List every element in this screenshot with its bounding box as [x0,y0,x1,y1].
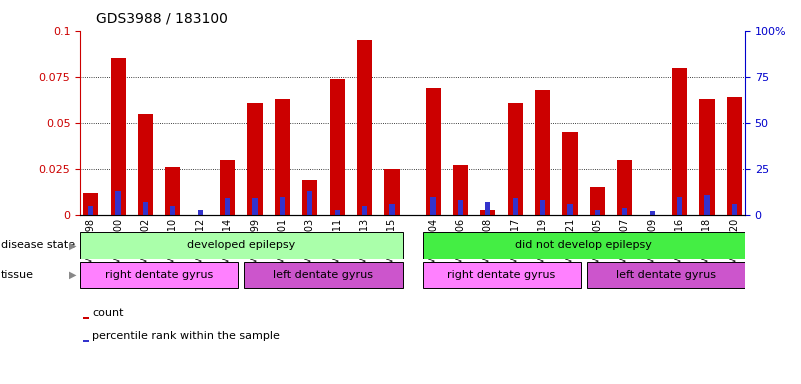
Bar [384,169,400,215]
Bar [115,191,121,215]
Bar [170,206,175,215]
Bar [83,317,89,319]
Bar [80,262,238,288]
Bar [595,210,600,215]
Bar [80,232,403,259]
Text: disease state: disease state [1,240,75,250]
Bar [587,262,745,288]
Text: count: count [92,308,124,318]
Text: did not develop epilepsy: did not develop epilepsy [515,240,652,250]
Bar [562,132,578,215]
Bar [307,191,312,215]
Text: tissue: tissue [1,270,34,280]
Text: left dentate gyrus: left dentate gyrus [616,270,716,280]
Bar [83,193,99,215]
Bar [481,210,495,215]
Bar [362,206,367,215]
Bar [248,103,263,215]
Bar [650,211,655,215]
Bar [540,200,545,215]
Text: ▶: ▶ [69,240,76,250]
Bar [225,199,230,215]
Bar [699,99,714,215]
Bar [389,204,395,215]
Text: left dentate gyrus: left dentate gyrus [273,270,373,280]
Bar [422,262,581,288]
Bar [335,210,340,215]
Bar [425,88,441,215]
Bar [430,197,436,215]
Bar [198,210,203,215]
Text: ▶: ▶ [69,270,76,280]
Bar [88,206,93,215]
Bar [727,97,742,215]
Bar [453,165,468,215]
Bar [330,79,344,215]
Bar [567,204,573,215]
Bar [513,199,518,215]
Bar [590,187,605,215]
Bar [220,160,235,215]
Bar [622,208,627,215]
Bar [143,202,148,215]
Bar [165,167,180,215]
Bar [677,197,682,215]
Bar [508,103,523,215]
Bar [280,197,285,215]
Bar [138,114,153,215]
Text: right dentate gyrus: right dentate gyrus [448,270,556,280]
Bar [252,199,258,215]
Bar [732,204,737,215]
Bar [244,262,403,288]
Text: developed epilepsy: developed epilepsy [187,240,296,250]
Bar [422,232,745,259]
Bar [535,90,550,215]
Bar [83,340,89,342]
Bar [458,200,463,215]
Bar [275,99,290,215]
Bar [618,160,632,215]
Text: right dentate gyrus: right dentate gyrus [105,270,213,280]
Text: percentile rank within the sample: percentile rank within the sample [92,331,280,341]
Bar [485,202,490,215]
Text: GDS3988 / 183100: GDS3988 / 183100 [96,12,228,25]
Bar [111,58,126,215]
Bar [357,40,372,215]
Bar [672,68,687,215]
Bar [704,195,710,215]
Bar [302,180,317,215]
